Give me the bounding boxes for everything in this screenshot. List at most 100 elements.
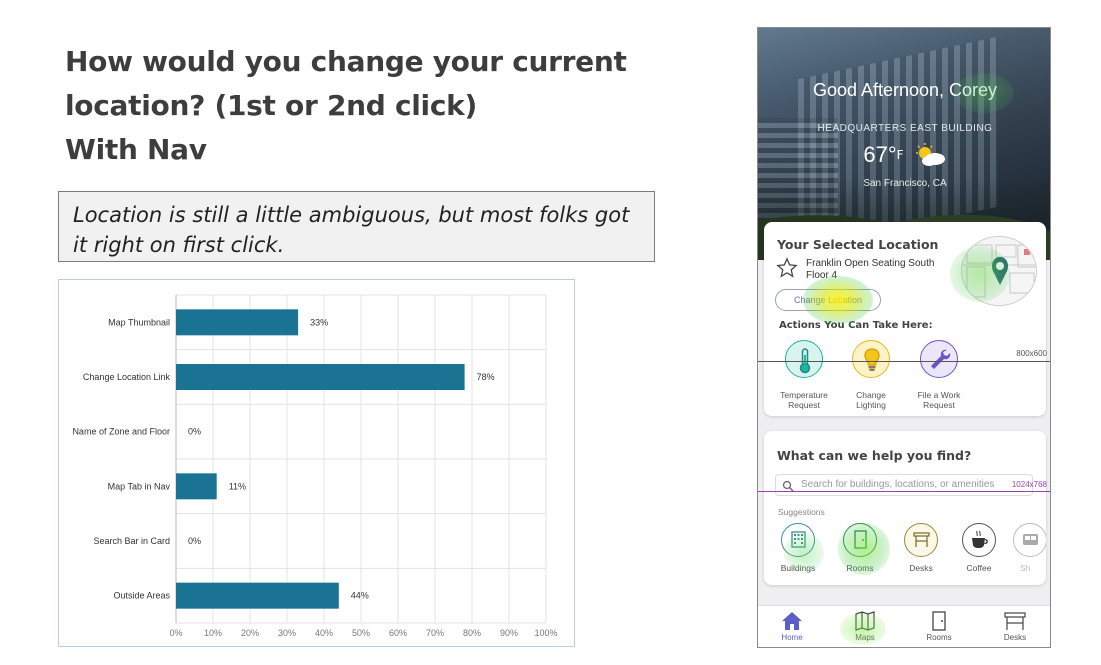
search-input[interactable]: Search for buildings, locations, or amen… (775, 474, 1033, 496)
home-icon (782, 612, 802, 630)
category-label: Map Thumbnail (108, 317, 170, 327)
search-placeholder: Search for buildings, locations, or amen… (801, 479, 995, 490)
action-work-request[interactable]: File a Work Request (904, 340, 974, 410)
bar-chart-svg: 0% 10% 20% 30% 40% 50% 60% 70% 80% 90% 100% Map Thu… (72, 294, 558, 638)
action-work-circle (920, 340, 958, 378)
bar (176, 364, 465, 390)
action-work-label-1: File a Work (917, 390, 961, 400)
location-name-line-1: Franklin Open Seating South (806, 258, 935, 269)
suggestion-shuttle[interactable]: Sh (1006, 523, 1046, 573)
temperature: 67° (863, 142, 897, 167)
tab-home[interactable]: Home (762, 611, 822, 642)
x-tick-label: 50% (352, 628, 370, 638)
category-label: Name of Zone and Floor (72, 427, 170, 437)
actions-label: Actions You Can Take Here: (779, 320, 933, 331)
bar (176, 309, 299, 336)
suggestion-desks-label: Desks (909, 563, 933, 573)
x-tick-label: 60% (389, 628, 407, 638)
x-tick-label: 90% (500, 628, 518, 638)
heading-line-3: With Nav (65, 133, 207, 166)
phone-mockup: Good Afternoon, Corey HEADQUARTERS EAST … (757, 27, 1051, 648)
x-tick-label: 80% (463, 628, 481, 638)
bar-value-label: 0% (188, 427, 201, 437)
category-label: Map Tab in Nav (108, 481, 171, 491)
guide-line-1024x768 (758, 491, 1050, 492)
wrench-icon (931, 349, 951, 369)
map-icon (855, 611, 875, 631)
bar-value-label: 11% (229, 481, 246, 491)
city-text: San Francisco, CA (863, 178, 947, 189)
partly-cloudy-icon (915, 143, 945, 166)
bar-value-label: 0% (188, 536, 201, 546)
suggestion-desks-circle (904, 523, 938, 557)
tab-desks[interactable]: Desks (985, 611, 1045, 642)
tab-home-label: Home (781, 633, 803, 642)
action-change-lighting[interactable]: Change Lighting (836, 340, 906, 410)
note-text: Location is still a little ambiguous, bu… (73, 203, 630, 257)
action-lighting-label-2: Lighting (856, 400, 886, 410)
suggestion-buildings-label: Buildings (780, 563, 816, 573)
suggestion-rooms-circle (843, 523, 877, 557)
heading-line-1: How would you change your current (65, 45, 627, 78)
suggestion-desks[interactable]: Desks (891, 523, 951, 573)
selected-location-card: Your Selected Location Franklin Open Sea… (764, 222, 1046, 416)
action-temperature-label-1: Temperature (780, 390, 828, 400)
suggestion-buildings[interactable]: Buildings (768, 523, 828, 573)
desk-icon (912, 532, 930, 547)
map-thumbnail[interactable] (961, 236, 1037, 306)
x-tick-label: 10% (204, 628, 222, 638)
suggestion-coffee[interactable]: Coffee (949, 523, 1009, 573)
action-temperature-label: Temperature Request (769, 390, 839, 410)
suggestion-coffee-label: Coffee (966, 563, 992, 573)
find-card: What can we help you find? Search for bu… (764, 431, 1046, 585)
click-results-chart: 0% 10% 20% 30% 40% 50% 60% 70% 80% 90% 100% Map Thu… (58, 279, 575, 647)
action-temperature-label-2: Request (788, 400, 820, 410)
bottom-nav: Home Maps Rooms Desks (758, 605, 1050, 647)
bar-value-label: 33% (310, 317, 328, 327)
tab-desks-label: Desks (1003, 633, 1027, 642)
action-work-label-2: Request (923, 400, 955, 410)
suggestion-rooms-label: Rooms (846, 563, 874, 573)
selected-location-title: Your Selected Location (777, 237, 939, 252)
suggestion-buildings-circle (781, 523, 815, 557)
bar-value-label: 78% (477, 372, 495, 382)
guide-label-1024x768: 1024x768 (1011, 480, 1047, 489)
building-name: HEADQUARTERS EAST BUILDING (817, 123, 993, 134)
location-name: Franklin Open Seating South Floor 4 (806, 258, 956, 282)
x-tick-label: 40% (315, 628, 333, 638)
lightbulb-icon (864, 348, 880, 371)
slide-heading: How would you change your current locati… (65, 40, 685, 172)
x-tick-label: 100% (534, 628, 557, 638)
desk-icon (1004, 612, 1026, 630)
door-icon (853, 530, 867, 549)
bar-value-label: 44% (351, 591, 369, 601)
category-label: Search Bar in Card (93, 536, 170, 546)
thermometer-icon (799, 348, 811, 374)
tab-maps[interactable]: Maps (835, 611, 895, 642)
x-tick-label: 30% (278, 628, 296, 638)
search-icon (782, 480, 794, 492)
guide-label-800x600: 800x600 (1016, 349, 1047, 358)
action-lighting-label-1: Change (856, 390, 886, 400)
suggestion-rooms[interactable]: Rooms (830, 523, 890, 573)
x-tick-label: 20% (241, 628, 259, 638)
suggestion-shuttle-circle (1013, 523, 1046, 557)
x-tick-label: 70% (426, 628, 444, 638)
note-box: Location is still a little ambiguous, bu… (58, 191, 655, 262)
bar (176, 582, 339, 609)
category-label: Outside Areas (113, 591, 170, 601)
floor-map-icon (962, 237, 1036, 305)
suggestion-coffee-circle (962, 523, 996, 557)
door-icon (932, 611, 946, 631)
change-location-button[interactable]: Change Location (775, 289, 881, 311)
tab-rooms[interactable]: Rooms (909, 611, 969, 642)
guide-line-800x600 (758, 361, 1050, 362)
favorite-star-icon[interactable] (776, 257, 798, 279)
suggestion-shuttle-label: Sh (1020, 563, 1031, 573)
action-work-label: File a Work Request (904, 390, 974, 410)
action-lighting-label: Change Lighting (836, 390, 906, 410)
bar (176, 473, 217, 500)
x-tick-label: 0% (169, 628, 182, 638)
location-name-line-2: Floor 4 (806, 270, 838, 281)
action-temperature-request[interactable]: Temperature Request (769, 340, 839, 410)
